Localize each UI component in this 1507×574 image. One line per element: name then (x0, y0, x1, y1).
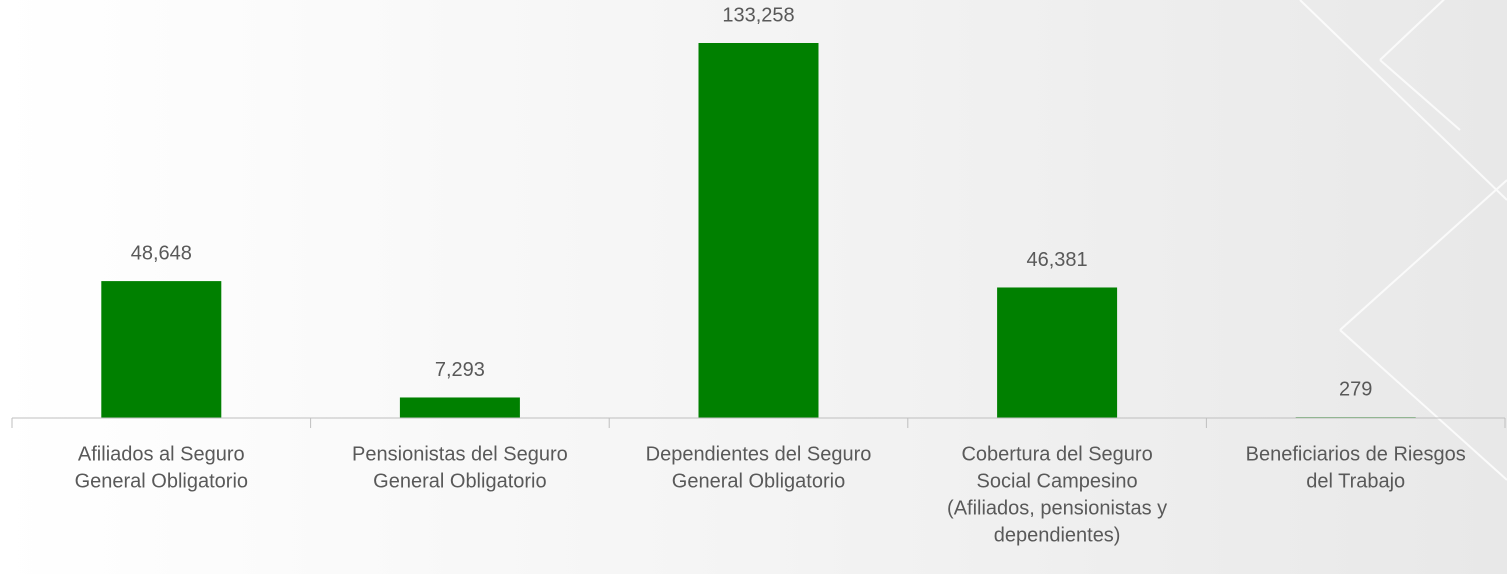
bar (101, 281, 222, 418)
x-tick-label: General Obligatorio (75, 470, 248, 492)
x-tick-label: Social Campesino (976, 470, 1137, 492)
x-tick-label: General Obligatorio (373, 470, 546, 492)
value-label: 133,258 (722, 4, 794, 26)
x-tick-label: Afiliados al Seguro (78, 443, 245, 465)
bar (997, 287, 1118, 418)
bar (399, 397, 520, 418)
decoration (1299, 0, 1507, 481)
x-tick-label: dependientes) (994, 524, 1121, 546)
bar (698, 43, 819, 418)
x-tick-label: del Trabajo (1306, 470, 1405, 492)
x-tick-label: Pensionistas del Seguro (352, 443, 568, 465)
value-label: 46,381 (1027, 249, 1088, 271)
x-tick-label: Dependientes del Seguro (646, 443, 872, 465)
value-label: 48,648 (131, 242, 192, 264)
x-tick-label: Beneficiarios de Riesgos (1246, 443, 1466, 465)
x-tick-label: Cobertura del Seguro (961, 443, 1152, 465)
value-label: 7,293 (435, 359, 485, 381)
x-tick-label: (Afiliados, pensionistas y (947, 497, 1167, 519)
x-tick-label: General Obligatorio (672, 470, 845, 492)
value-label: 279 (1339, 378, 1372, 400)
